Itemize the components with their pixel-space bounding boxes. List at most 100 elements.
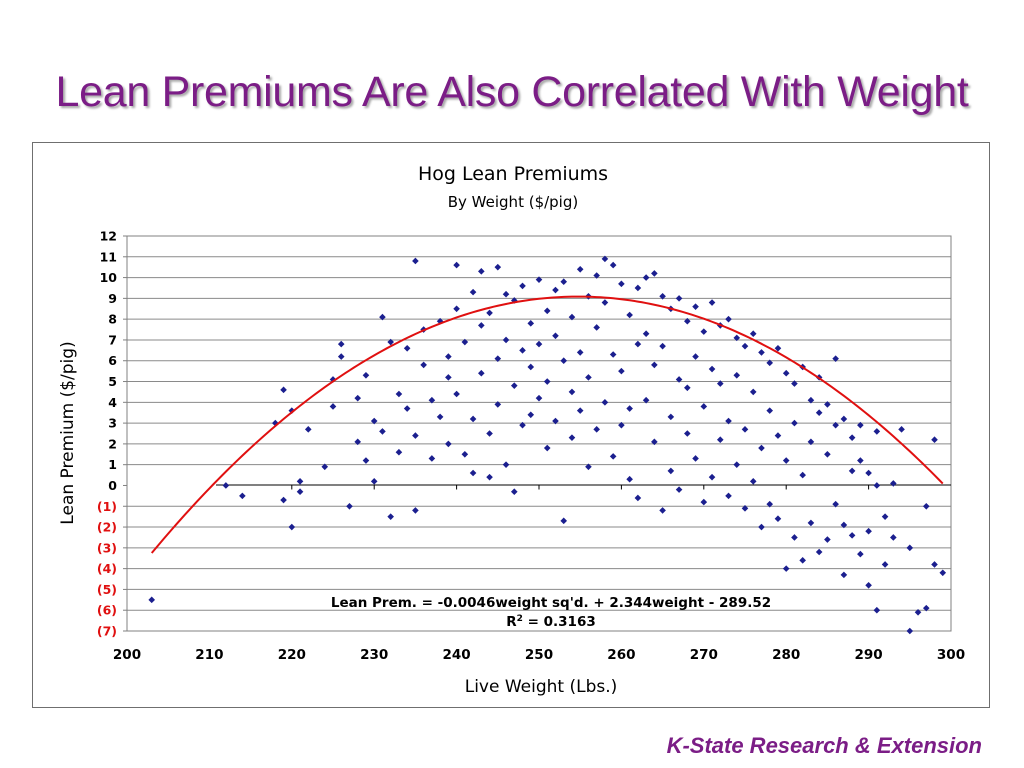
data-point (791, 419, 798, 427)
data-point (502, 336, 510, 344)
data-point (873, 482, 881, 489)
data-point (659, 342, 666, 350)
data-point (890, 480, 897, 487)
x-tick-label: 210 (195, 647, 223, 663)
y-tick-label: 7 (108, 332, 117, 347)
data-point (469, 288, 477, 296)
data-point (807, 396, 815, 404)
data-point (329, 403, 337, 410)
data-point (667, 413, 675, 421)
y-tick-label: 8 (108, 312, 117, 327)
data-point (824, 450, 831, 458)
data-point (403, 405, 411, 412)
data-point (741, 505, 749, 512)
scatter-chart: Hog Lean Premiums By Weight ($/pig) 1211… (58, 163, 965, 697)
data-point (832, 421, 839, 429)
data-point (329, 376, 337, 383)
data-point (824, 536, 831, 543)
data-point (799, 557, 806, 564)
y-tick-label: 5 (108, 374, 117, 389)
data-point (651, 361, 658, 369)
data-point (576, 407, 584, 414)
data-point (684, 317, 691, 325)
y-tick-label: (5) (97, 582, 117, 597)
data-point (346, 502, 353, 510)
data-point (758, 349, 765, 356)
x-tick-label: 250 (525, 647, 553, 663)
y-tick-label: (2) (97, 520, 117, 535)
data-point (510, 382, 518, 389)
data-point (609, 351, 617, 358)
data-point (791, 380, 798, 387)
data-point (494, 263, 502, 271)
data-point (733, 334, 741, 342)
data-point (881, 561, 889, 568)
data-point (403, 344, 411, 352)
data-point (436, 413, 444, 421)
gridlines (127, 256, 951, 611)
data-point (799, 471, 806, 479)
data-point (337, 353, 345, 360)
x-tick-label: 220 (278, 647, 306, 663)
data-point (766, 407, 774, 414)
data-point (807, 519, 815, 527)
data-point (395, 448, 403, 456)
data-point (618, 280, 625, 288)
data-point (881, 513, 889, 520)
x-tick-label: 230 (360, 647, 388, 663)
data-points (148, 255, 947, 635)
data-point (700, 498, 708, 506)
x-tick-label: 300 (937, 647, 965, 663)
y-tick-label: (6) (97, 603, 117, 618)
data-point (543, 307, 551, 315)
data-point (543, 444, 551, 452)
data-point (865, 469, 872, 477)
data-point (659, 507, 666, 514)
data-point (296, 488, 304, 496)
data-point (684, 384, 691, 392)
data-point (552, 332, 559, 340)
y-axis-label: Lean Premium ($/pig) (58, 341, 78, 524)
x-tick-label: 270 (690, 647, 718, 663)
data-point (692, 455, 699, 462)
data-point (461, 450, 469, 458)
data-point (651, 270, 658, 277)
data-point (667, 467, 675, 475)
data-point (370, 478, 378, 485)
y-tick-label: 3 (108, 416, 117, 431)
data-point (733, 371, 741, 379)
data-point (519, 347, 526, 354)
data-point (708, 365, 716, 373)
y-tick-label: (4) (97, 561, 117, 576)
chart-frame: Hog Lean Premiums By Weight ($/pig) 12 11… (32, 142, 990, 708)
r-squared-label: R2 = 0.3163 (506, 614, 595, 630)
data-point (280, 496, 287, 504)
data-point (568, 434, 576, 441)
data-point (642, 330, 650, 338)
data-point (552, 286, 559, 294)
data-point (626, 311, 633, 319)
data-point (700, 328, 708, 335)
data-point (502, 461, 510, 468)
y-tick-label: (3) (97, 540, 117, 555)
data-point (436, 317, 444, 325)
data-point (469, 469, 477, 477)
data-point (840, 415, 848, 423)
data-point (362, 457, 370, 464)
data-point (906, 544, 914, 552)
data-point (725, 417, 732, 425)
data-point (601, 255, 609, 263)
data-point (857, 550, 864, 558)
data-point (848, 532, 856, 539)
y-tick-label: 1 (108, 457, 117, 472)
data-point (412, 507, 419, 514)
data-point (782, 457, 790, 464)
data-point (758, 444, 765, 452)
data-point (675, 376, 683, 383)
data-point (486, 473, 493, 481)
data-point (782, 565, 790, 572)
y-tick-label: 9 (108, 291, 117, 306)
data-point (774, 432, 782, 439)
data-point (692, 303, 699, 310)
data-point (684, 430, 691, 437)
